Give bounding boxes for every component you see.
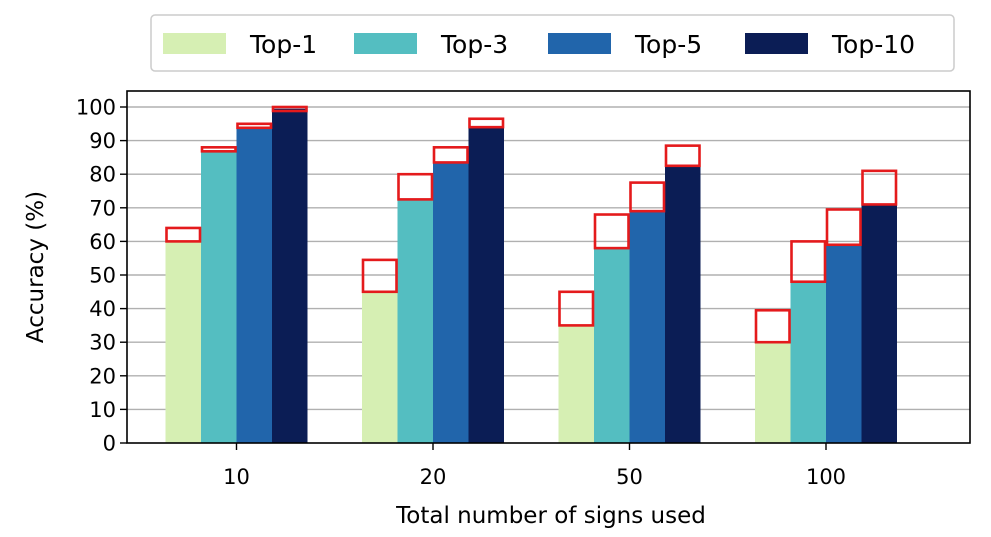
highlight-box bbox=[790, 240, 827, 284]
bar bbox=[665, 165, 701, 444]
highlight-box bbox=[664, 144, 701, 168]
legend-label: Top-10 bbox=[831, 30, 915, 59]
y-tick-label: 80 bbox=[89, 163, 116, 187]
legend-label: Top-5 bbox=[634, 30, 702, 59]
highlight-box bbox=[629, 181, 666, 213]
highlight-box bbox=[271, 105, 308, 113]
bar bbox=[790, 281, 826, 443]
y-tick-label: 70 bbox=[89, 196, 116, 220]
x-tick-label: 20 bbox=[420, 465, 447, 489]
y-tick-label: 30 bbox=[89, 331, 116, 355]
highlight-boxes bbox=[165, 105, 898, 344]
bar bbox=[362, 291, 398, 443]
y-tick-label: 50 bbox=[89, 264, 116, 288]
y-axis-label: Accuracy (%) bbox=[23, 191, 49, 343]
legend-swatch bbox=[163, 33, 226, 54]
x-tick-label: 100 bbox=[806, 465, 846, 489]
bar bbox=[826, 244, 862, 443]
x-axis-ticks: 10 20 50 100 bbox=[223, 443, 846, 489]
bar bbox=[201, 150, 237, 443]
bars bbox=[165, 108, 897, 444]
legend-label: Top-1 bbox=[249, 30, 317, 59]
legend: Top-1 Top-3 Top-5 Top-10 bbox=[150, 14, 955, 72]
bar bbox=[558, 325, 594, 443]
plot-area-frame bbox=[126, 90, 971, 444]
bar bbox=[397, 199, 433, 443]
bar bbox=[755, 342, 791, 443]
highlight-box bbox=[200, 146, 237, 153]
highlight-box bbox=[593, 213, 630, 250]
highlight-box bbox=[432, 146, 469, 164]
highlight-box bbox=[468, 117, 505, 129]
y-tick-label: 20 bbox=[89, 364, 116, 388]
bar bbox=[861, 204, 897, 443]
y-tick-label: 0 bbox=[103, 432, 116, 456]
x-tick-label: 50 bbox=[616, 465, 643, 489]
y-tick-label: 40 bbox=[89, 297, 116, 321]
highlight-box bbox=[361, 258, 398, 294]
bar bbox=[433, 162, 469, 443]
y-tick-label: 90 bbox=[89, 129, 116, 153]
legend-label: Top-3 bbox=[440, 30, 508, 59]
highlight-box bbox=[825, 208, 862, 247]
highlight-box bbox=[754, 308, 791, 344]
bar bbox=[594, 248, 630, 443]
bar bbox=[165, 241, 201, 443]
highlight-box bbox=[861, 169, 898, 206]
y-tick-label: 60 bbox=[89, 230, 116, 254]
highlight-box bbox=[236, 122, 273, 130]
y-tick-label: 100 bbox=[76, 96, 116, 120]
highlight-box bbox=[165, 226, 202, 243]
x-axis-label: Total number of signs used bbox=[395, 503, 706, 529]
bar bbox=[236, 127, 272, 443]
bar bbox=[272, 108, 308, 444]
y-tick-label: 10 bbox=[89, 398, 116, 422]
highlight-box bbox=[558, 290, 595, 327]
x-tick-label: 10 bbox=[223, 465, 250, 489]
legend-swatch bbox=[354, 33, 417, 54]
legend-swatch bbox=[745, 33, 808, 54]
highlight-box bbox=[397, 172, 434, 201]
bar bbox=[629, 211, 665, 443]
legend-swatch bbox=[548, 33, 611, 54]
bar bbox=[468, 127, 504, 443]
y-axis-ticks: 0 10 20 30 40 50 60 70 80 90 100 bbox=[76, 96, 127, 456]
